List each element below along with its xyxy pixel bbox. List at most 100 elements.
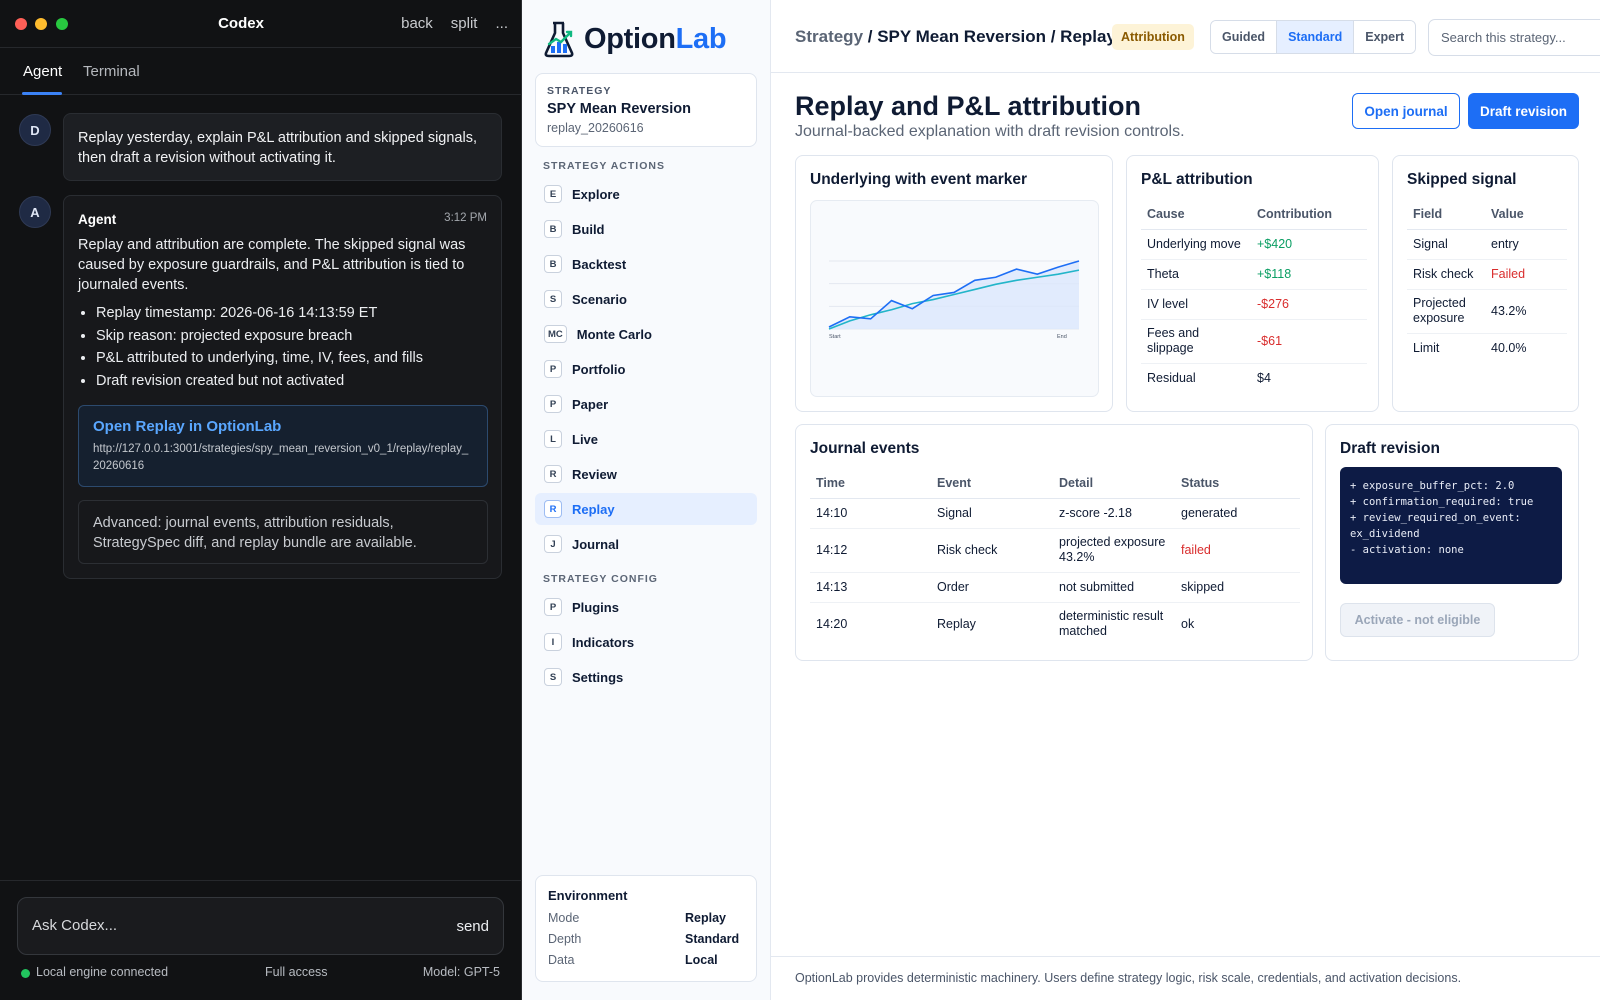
- sidebar-item-settings[interactable]: S Settings: [535, 661, 757, 693]
- sidebar-item-portfolio[interactable]: P Portfolio: [535, 353, 757, 385]
- mode-expert-button[interactable]: Expert: [1354, 21, 1416, 53]
- zoom-window-button[interactable]: [56, 18, 68, 30]
- sidebar-item-live[interactable]: L Live: [535, 423, 757, 455]
- table-cell-value: entry: [1485, 229, 1567, 260]
- sidebar-item-label: Settings: [572, 669, 624, 685]
- optionlab-logo[interactable]: OptionLab: [542, 20, 727, 58]
- sidebar-item-backtest[interactable]: B Backtest: [535, 248, 757, 280]
- codex-actions: back split ...: [401, 15, 508, 32]
- breadcrumb-path: / SPY Mean Reversion / Replay: [863, 27, 1116, 46]
- tab-terminal[interactable]: Terminal: [83, 63, 140, 80]
- draft-revision-button[interactable]: Draft revision: [1468, 93, 1579, 129]
- sidebar-item-label: Live: [572, 431, 599, 447]
- table-row: Residual $4: [1141, 363, 1367, 393]
- mode-standard-button[interactable]: Standard: [1277, 21, 1355, 53]
- open-replay-link[interactable]: Open Replay in OptionLab: [93, 418, 282, 435]
- table-cell-value: -$276: [1251, 289, 1367, 320]
- split-button[interactable]: split: [450, 15, 478, 32]
- chart-card-title: Underlying with event marker: [810, 171, 1028, 188]
- x-tick-label: Start: [829, 334, 841, 340]
- minimize-window-button[interactable]: [35, 18, 47, 30]
- sidebar-item-journal[interactable]: J Journal: [535, 528, 757, 560]
- nav-shortcut-key: L: [544, 430, 562, 448]
- agent-bullet-list: Replay timestamp: 2026-06-16 14:13:59 ET…: [96, 302, 487, 392]
- composer: send: [17, 897, 504, 955]
- attribution-badge: Attribution: [1112, 24, 1194, 50]
- strategy-search-input[interactable]: [1428, 19, 1600, 56]
- table-cell-status: failed: [1175, 528, 1300, 573]
- env-key: Mode: [548, 911, 580, 925]
- table-cell-value: $4: [1257, 370, 1271, 385]
- flask-chart-icon: [544, 21, 574, 58]
- table-cell-detail: projected exposure 43.2%: [1053, 528, 1175, 573]
- table-row: Theta +$118: [1141, 259, 1367, 290]
- table-cell-detail: not submitted: [1053, 572, 1175, 603]
- pnl-attribution-card: P&L attribution Cause Contribution Under…: [1126, 155, 1379, 412]
- sidebar-item-explore[interactable]: E Explore: [535, 178, 757, 210]
- list-item: Replay timestamp: 2026-06-16 14:13:59 ET: [96, 302, 487, 325]
- sidebar-item-scenario[interactable]: S Scenario: [535, 283, 757, 315]
- env-value: Standard: [685, 932, 740, 946]
- journal-events-table: Time Event Detail Status 14:10 Signal z-sc…: [810, 469, 1300, 646]
- table-cell-detail: z-score -2.18: [1053, 498, 1175, 529]
- table-cell-cause: Theta: [1141, 259, 1251, 290]
- table-cell-field: Signal: [1407, 229, 1485, 260]
- ask-codex-input[interactable]: [32, 917, 412, 934]
- env-row-mode: Mode Replay: [548, 907, 744, 928]
- column-header: Event: [931, 469, 1053, 499]
- access-level[interactable]: Full access: [265, 965, 328, 979]
- send-button[interactable]: send: [456, 918, 489, 935]
- nav-shortcut-key: P: [544, 598, 562, 616]
- env-row-depth: Depth Standard: [548, 928, 744, 949]
- sidebar-item-build[interactable]: B Build: [535, 213, 757, 245]
- table-cell-status: ok: [1181, 616, 1195, 631]
- table-cell-field: Risk check: [1407, 259, 1485, 290]
- sidebar-item-label: Scenario: [572, 291, 627, 307]
- env-value: Local: [685, 953, 718, 967]
- pnl-attribution-table: Cause Contribution Underlying move +$420 T…: [1141, 200, 1367, 393]
- open-replay-link-card[interactable]: Open Replay in OptionLab http://127.0.0.…: [78, 405, 488, 487]
- table-row: IV level -$276: [1141, 289, 1367, 320]
- underlying-chart: Start End: [810, 200, 1099, 397]
- pnl-attribution-title: P&L attribution: [1141, 171, 1253, 188]
- underlying-chart-card: Underlying with event marker Start End: [795, 155, 1113, 412]
- nav-shortcut-key: MC: [544, 325, 567, 343]
- sidebar-item-plugins[interactable]: P Plugins: [535, 591, 757, 623]
- sidebar-item-label: Replay: [572, 501, 615, 517]
- replay-url[interactable]: http://127.0.0.1:3001/strategies/spy_mea…: [93, 443, 469, 472]
- more-menu-button[interactable]: ...: [495, 15, 508, 32]
- table-cell-value: 40.0%: [1491, 340, 1527, 355]
- activate-button[interactable]: Activate - not eligible: [1340, 603, 1495, 637]
- composer-area: send Local engine connected Full access …: [0, 880, 522, 1000]
- tab-agent[interactable]: Agent: [23, 63, 63, 80]
- nav-shortcut-key: I: [544, 633, 562, 651]
- env-key: Depth: [548, 932, 582, 946]
- sidebar-item-monte-carlo[interactable]: MC Monte Carlo: [535, 318, 757, 350]
- strategy-selector[interactable]: STRATEGY SPY Mean Reversion replay_20260…: [535, 73, 757, 147]
- table-cell-detail: deterministic result matched: [1059, 609, 1164, 639]
- table-cell-status: skipped: [1175, 572, 1300, 603]
- page-footer: OptionLab provides deterministic machine…: [771, 956, 1600, 1000]
- sidebar-item-paper[interactable]: P Paper: [535, 388, 757, 420]
- sidebar-item-label: Review: [572, 466, 617, 482]
- breadcrumb-root[interactable]: Strategy: [795, 27, 864, 46]
- nav-shortcut-key: P: [544, 395, 562, 413]
- open-journal-button[interactable]: Open journal: [1352, 93, 1460, 129]
- table-cell-time: 14:13: [810, 572, 931, 603]
- column-header: Contribution: [1251, 200, 1367, 230]
- back-button[interactable]: back: [401, 15, 433, 32]
- strategy-name: SPY Mean Reversion: [547, 101, 691, 117]
- close-window-button[interactable]: [15, 18, 27, 30]
- sidebar-item-indicators[interactable]: I Indicators: [535, 626, 757, 658]
- column-header: Detail: [1053, 469, 1175, 499]
- codex-title: Codex: [218, 15, 264, 32]
- sidebar-item-label: Indicators: [572, 634, 635, 650]
- sidebar-item-replay[interactable]: R Replay: [535, 493, 757, 525]
- sidebar-item-review[interactable]: R Review: [535, 458, 757, 490]
- nav-shortcut-key: B: [544, 220, 562, 238]
- logo-text-main: Option: [584, 22, 676, 55]
- model-selector[interactable]: Model: GPT-5: [422, 965, 500, 979]
- page-subtitle: Journal-backed explanation with draft re…: [795, 123, 1185, 140]
- mode-guided-button[interactable]: Guided: [1211, 21, 1278, 53]
- agent-avatar: A: [19, 196, 51, 228]
